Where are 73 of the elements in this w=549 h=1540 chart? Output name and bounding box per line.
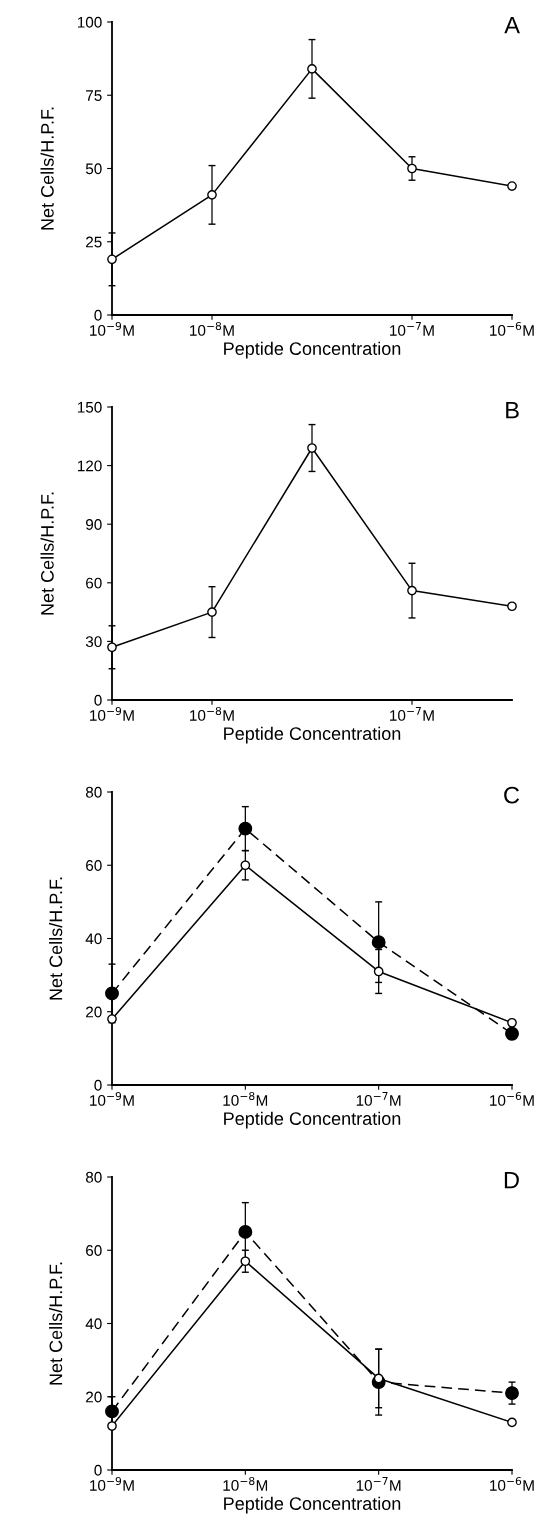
point: [407, 163, 417, 174]
x-tick-label: 10$^{−8}$M: [190, 321, 234, 336]
x-tick-label: 10$^{−6}$M: [490, 321, 534, 336]
y-tick-label: 80: [85, 1171, 102, 1183]
point: [507, 1017, 517, 1028]
point: [105, 986, 119, 1001]
y-tick-label: 120: [77, 460, 102, 472]
y-tick-label: 60: [86, 577, 102, 589]
y-tick-label: 40: [85, 1318, 102, 1330]
y-tick-label: 25: [86, 236, 102, 248]
chart-title: D: [504, 1172, 519, 1189]
chart-title: C: [504, 786, 520, 804]
point: [238, 821, 253, 836]
point: [105, 1404, 119, 1419]
y-axis-title: Net Cells/H.P.F.: [49, 877, 63, 1000]
point: [107, 1014, 117, 1024]
y-axis-title: Net Cells/H.P.F.: [49, 1262, 63, 1385]
y-tick-label: 0: [94, 694, 102, 706]
point: [240, 1256, 251, 1267]
point: [107, 1421, 117, 1431]
point: [107, 642, 117, 653]
x-tick-label: 10$^{−7}$M: [390, 707, 434, 721]
point: [207, 190, 217, 200]
y-tick-label: 30: [85, 636, 102, 648]
x-axis-title: Peptide Concentration: [224, 1111, 401, 1129]
x-axis-title: Peptide Concentration: [224, 341, 401, 359]
x-tick-label: 10$^{−8}$M: [223, 1091, 268, 1106]
y-axis-title: Net Cells/H.P.F.: [40, 107, 54, 230]
x-axis-title: Peptide Concentration: [224, 726, 401, 744]
y-tick-label: 90: [86, 519, 102, 530]
y-tick-label: 0: [94, 1464, 102, 1476]
y-tick-label: 20: [86, 1391, 102, 1403]
x-tick-label: 10$^{−8}$M: [223, 1476, 268, 1491]
y-tick-label: 75: [86, 90, 102, 101]
point: [107, 254, 117, 265]
point: [507, 601, 517, 612]
x-tick-label: 10$^{−6}$M: [490, 1476, 534, 1491]
point: [207, 607, 217, 617]
y-tick-label: 60: [86, 1245, 102, 1256]
point: [371, 935, 386, 950]
point: [507, 181, 517, 191]
point: [407, 585, 417, 596]
chart-title: A: [504, 17, 520, 34]
x-tick-label: 10$^{−7}$M: [390, 322, 434, 336]
x-tick-label: 10$^{−7}$M: [356, 1477, 401, 1491]
x-tick-label: 10$^{−8}$M: [190, 706, 234, 721]
point: [373, 1373, 384, 1384]
point: [307, 443, 317, 453]
y-tick-label: 60: [86, 860, 102, 871]
point: [373, 966, 384, 977]
point: [240, 860, 251, 871]
point: [307, 64, 317, 74]
point: [238, 1224, 253, 1239]
point: [505, 1386, 519, 1401]
point: [505, 1026, 519, 1041]
x-tick-label: 10$^{−9}$M: [90, 321, 134, 336]
y-tick-label: 80: [85, 786, 102, 798]
x-tick-label: 10$^{−9}$M: [90, 1476, 134, 1491]
y-tick-label: 50: [85, 163, 102, 175]
y-tick-label: 20: [86, 1006, 102, 1018]
x-tick-label: 10$^{−6}$M: [490, 1091, 534, 1106]
x-tick-label: 10$^{−9}$M: [90, 706, 134, 721]
y-tick-label: 40: [85, 933, 102, 945]
x-axis-title: Peptide Concentration: [224, 1496, 401, 1514]
y-tick-label: 100: [77, 16, 102, 28]
x-tick-label: 10$^{−9}$M: [90, 1091, 134, 1106]
chart-title: B: [506, 402, 519, 419]
y-axis-title: Net Cells/H.P.F.: [40, 492, 54, 615]
x-tick-label: 10$^{−7}$M: [356, 1092, 401, 1106]
y-tick-label: 0: [94, 309, 102, 321]
y-tick-label: 150: [77, 401, 102, 413]
point: [507, 1417, 517, 1428]
y-tick-label: 0: [94, 1079, 102, 1091]
